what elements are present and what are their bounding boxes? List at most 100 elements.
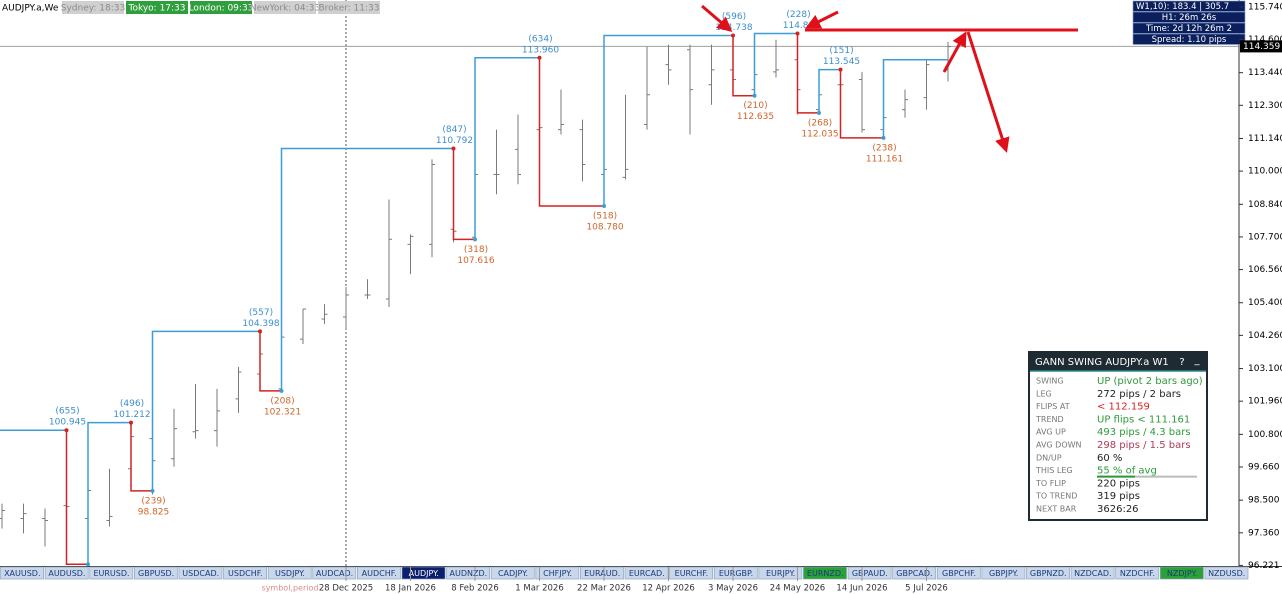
symbol-tab-label[interactable]: NZDUSD. [1208,569,1245,578]
symbol-tab-label[interactable]: EURJPY. [766,569,795,578]
symbol-tab[interactable] [357,566,401,580]
panel-row-label: TREND [1035,415,1064,424]
current-price-label: 114.359 [1243,42,1280,52]
symbol-tab[interactable] [89,566,134,580]
symbol-tab[interactable] [1204,566,1249,580]
ohlc-bar [429,159,435,258]
symbol-tab[interactable] [1070,566,1115,580]
swing-pips-label: (518) [593,212,617,222]
symbol-tab-label[interactable]: AUDNZD. [450,569,488,578]
swing-line [603,34,733,207]
swing-price-label: 100.945 [49,418,86,428]
symbol-tab-label[interactable]: EURUSD. [93,569,129,578]
swing-pips-label: (847) [442,125,466,135]
symbol-tab[interactable] [847,566,892,580]
symbol-tab[interactable] [312,566,357,580]
symbol-tab-label[interactable]: EURNZD. [807,569,844,578]
swing-pips-label: (210) [743,101,767,111]
y-tick-label: 97.360 [1248,528,1280,538]
panel-row-value: 60 % [1097,453,1122,464]
symbol-tab-label[interactable]: GBPCAD. [896,569,932,578]
symbol-tab-label[interactable]: NZDCAD. [1074,569,1111,578]
symbol-tab[interactable] [981,566,1026,580]
symbol-tab-label[interactable]: XAUUSD. [4,569,40,578]
panel-help[interactable]: ? [1179,357,1184,368]
panel-row-value: < 112.159 [1097,402,1150,413]
symbol-tab[interactable] [223,566,267,580]
panel-row-label: NEXT BAR [1036,505,1077,514]
swing-price-label: 107.616 [457,256,494,266]
symbol-tab-label[interactable]: GBPCHF. [942,569,976,578]
symbol-tab-label[interactable]: EURGBP. [719,569,753,578]
symbol-tab[interactable] [580,566,624,580]
symbol-tab-label[interactable]: GBPNZD. [1030,569,1067,578]
swing-price-label: 113.545 [823,57,860,67]
swing-price-label: 104.398 [242,319,279,329]
symbol-tab-label[interactable]: NZDJPY. [1167,569,1197,578]
symbol-tab-label[interactable]: EURCAD. [629,569,665,578]
symbol-tab[interactable] [1159,566,1204,580]
symbol-tab[interactable] [936,566,981,580]
panel-row-label: TO TREND [1035,492,1077,501]
info-text: Spread: 1.10 pips [1152,35,1227,45]
symbol-tab-label[interactable]: AUDCHF. [362,569,397,578]
symbol-tab-label[interactable]: AUDJPY. [409,569,439,578]
y-tick-label: 98.500 [1248,496,1280,506]
symbol-tab-label[interactable]: USDJPY. [275,569,305,578]
symbol-tab[interactable] [0,566,44,580]
symbol-tab-label[interactable]: EURAUD. [584,569,620,578]
panel-row-label: THIS LEG [1035,466,1073,475]
symbol-tab-label[interactable]: EURCHF. [675,569,709,578]
symbol-tab[interactable] [267,566,312,580]
symbol-tab[interactable] [758,566,803,580]
panel-minimize[interactable]: _ [1194,355,1201,366]
symbol-tab-label[interactable]: CHFJPY. [543,569,572,578]
symbol-tab[interactable] [1115,566,1160,580]
symbol-tab[interactable] [178,566,223,580]
y-tick-label: 101.960 [1248,397,1282,407]
swing-pips-label: (557) [249,308,273,318]
swing-pips-label: (496) [120,399,144,409]
symbol-tab[interactable] [401,566,446,580]
symbol-tab-label[interactable]: GBPAUD. [852,569,888,578]
symbol-tab[interactable] [1026,566,1070,580]
symbol-tab-label[interactable]: GBPJPY. [989,569,1018,578]
swing-price-label: 110.792 [436,136,473,146]
symbol-tab[interactable] [669,566,714,580]
plot-area: (655)100.945 (496)101.212 (239)98.825 (557)… [0,0,1239,566]
swing-price-label: 112.035 [801,129,838,139]
symbol-tab-label[interactable]: USDCAD. [182,569,219,578]
symbol-tab-label[interactable]: GBPUSD. [138,569,174,578]
symbol-tab-label[interactable]: NZDCHF. [1120,569,1155,578]
symbol-tab-label[interactable]: AUDCAD. [316,569,353,578]
symbol-tabs: XAUUSD. AUDUSD. EURUSD. GBPUSD. USDCAD. USDCH… [0,566,1249,580]
symbol-tab[interactable] [535,566,580,580]
symbol-tab-label[interactable]: USDCHF. [228,569,263,578]
ohlc-bar [773,39,779,78]
ohlc-bar [708,44,715,105]
symbol-tab[interactable] [803,566,847,580]
symbol-tab[interactable] [713,566,758,580]
panel-row-label: TO FLIP [1035,479,1066,488]
symbol-tab-label[interactable]: CADJPY. [498,569,528,578]
symbol-tab[interactable] [133,566,178,580]
session-label: Sydney: 18:33 [61,4,126,14]
session-label: Tokyo: 17:33 [127,4,185,14]
symbol-tab[interactable] [44,566,89,580]
symbol-tab[interactable] [490,566,535,580]
panel-row-label: DN/UP [1036,453,1062,462]
y-tick-label: 112.300 [1248,101,1282,111]
info-text: W1,10): 183.4 | 305.7 [1136,2,1229,12]
ohlc-bar [192,384,199,439]
swing-price-label: 102.321 [264,407,301,417]
swing-pips-label: (655) [55,407,79,417]
swing-point [86,562,90,566]
symbol-tab[interactable] [446,566,491,580]
symbol-tab-label[interactable]: AUDUSD. [48,569,85,578]
swing-line [732,35,755,97]
symbol-tab[interactable] [892,566,937,580]
y-tick-label: 111.140 [1248,134,1282,144]
x-tick-label: 5 Jul 2026 [905,584,948,594]
y-tick-label: 105.400 [1248,298,1282,308]
